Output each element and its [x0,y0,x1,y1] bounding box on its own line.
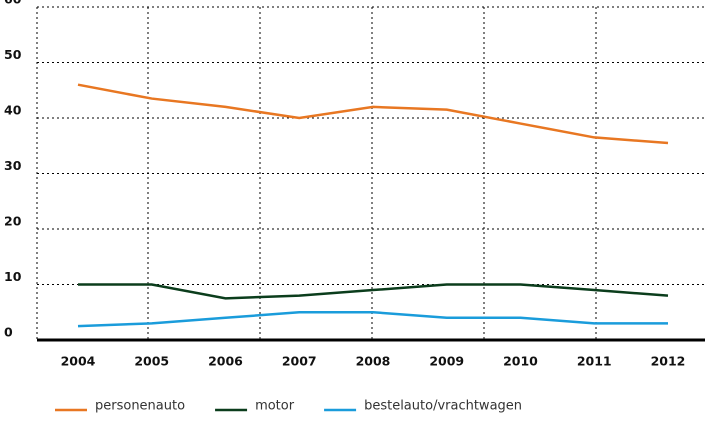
x-tick-label: 2011 [577,354,612,369]
y-tick-label: 30 [4,158,22,173]
x-tick-label: 2009 [429,354,464,369]
legend-label: personenauto [95,399,185,414]
x-tick-label: 2008 [356,354,391,369]
y-tick-label: 60 [4,0,22,7]
y-tick-label: 40 [4,103,22,118]
legend-label: bestelauto/vrachtwagen [364,399,522,414]
line-series [78,283,669,300]
x-tick-label: 2007 [282,354,317,369]
x-tick-label: 2012 [651,354,686,369]
y-tick-label: 0 [4,325,13,340]
x-tick-label: 2004 [61,354,96,369]
legend-label: motor [255,399,295,414]
x-tick-label: 2010 [503,354,538,369]
line-series [77,83,669,145]
x-tick-label: 2006 [208,354,243,369]
y-tick-label: 20 [4,214,22,229]
line-series [77,311,668,328]
y-tick-label: 10 [4,269,22,284]
y-tick-label: 50 [4,47,22,62]
x-tick-label: 2005 [134,354,169,369]
